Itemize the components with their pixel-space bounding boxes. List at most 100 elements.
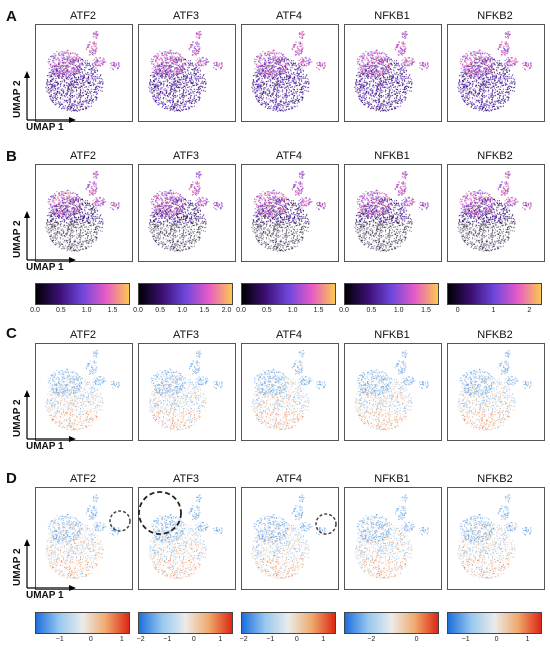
data-point (71, 68, 73, 70)
data-point (91, 52, 93, 54)
data-point (279, 67, 281, 69)
data-point (176, 79, 178, 81)
data-point (50, 55, 52, 58)
data-point (293, 78, 295, 80)
data-point (393, 90, 395, 93)
data-point (198, 71, 200, 73)
data-point (260, 68, 262, 70)
data-point (70, 83, 72, 86)
data-point (92, 36, 94, 38)
data-point (354, 86, 356, 88)
data-point (163, 94, 165, 96)
data-point (397, 63, 399, 65)
data-point (394, 86, 396, 88)
data-point (79, 100, 81, 102)
data-point (382, 100, 384, 102)
data-point (73, 60, 76, 62)
data-point (185, 60, 187, 62)
data-point (265, 93, 267, 95)
data-point (52, 97, 54, 99)
data-point (280, 109, 282, 111)
data-point (293, 74, 295, 76)
data-point (388, 100, 390, 102)
data-point (306, 87, 308, 89)
data-point (156, 57, 158, 59)
data-point (73, 106, 76, 108)
data-point (158, 73, 160, 75)
data-point (182, 81, 184, 83)
data-point (267, 88, 269, 90)
data-point (160, 87, 162, 90)
data-point (306, 62, 308, 64)
data-point (188, 93, 190, 95)
data-point (66, 61, 68, 63)
data-point (259, 57, 261, 60)
data-point (299, 45, 301, 48)
data-point (189, 80, 191, 82)
data-point (170, 49, 172, 51)
data-point (407, 80, 409, 82)
data-point (291, 73, 293, 75)
data-point (182, 62, 184, 65)
data-point (51, 89, 53, 91)
data-point (165, 85, 168, 87)
data-point (164, 80, 166, 82)
data-point (61, 80, 63, 82)
data-point (270, 62, 273, 64)
data-point (196, 82, 198, 84)
data-point (199, 91, 201, 93)
data-point (92, 73, 94, 75)
data-point (368, 92, 370, 94)
data-point (371, 107, 373, 110)
data-point (96, 88, 98, 90)
data-point (378, 84, 380, 86)
data-point (371, 98, 373, 100)
data-point (198, 37, 201, 39)
data-point (404, 98, 406, 100)
data-point (98, 57, 100, 59)
data-point (61, 74, 63, 76)
data-point (263, 58, 265, 60)
data-point (173, 56, 175, 58)
data-point (55, 85, 57, 87)
data-point (170, 86, 172, 89)
data-point (298, 80, 300, 82)
data-point (76, 106, 78, 108)
data-point (188, 108, 190, 110)
data-point (379, 108, 381, 110)
data-point (54, 96, 56, 98)
data-point (46, 82, 48, 84)
data-point (198, 79, 200, 81)
data-point (390, 108, 393, 110)
data-point (299, 41, 301, 43)
data-point (220, 64, 223, 66)
data-point (195, 94, 197, 96)
data-point (276, 52, 278, 54)
data-point (398, 65, 400, 67)
data-point (61, 106, 64, 108)
data-point (95, 67, 97, 69)
data-point (285, 92, 287, 94)
data-point (164, 103, 167, 105)
data-point (53, 92, 55, 95)
data-point (202, 90, 204, 92)
data-point (252, 90, 254, 92)
data-point (282, 70, 284, 72)
data-point (75, 81, 77, 84)
data-point (157, 75, 159, 77)
data-point (263, 56, 265, 58)
data-point (171, 71, 173, 73)
data-point (308, 83, 310, 86)
data-point (170, 56, 172, 58)
data-point (60, 85, 62, 87)
data-point (264, 71, 266, 73)
data-point (364, 89, 366, 91)
data-point (301, 96, 304, 98)
data-point (93, 71, 96, 73)
data-point (70, 97, 72, 99)
data-point (81, 75, 83, 77)
data-point (284, 77, 286, 79)
data-point (191, 50, 194, 52)
data-point (366, 89, 368, 91)
data-point (93, 45, 95, 48)
